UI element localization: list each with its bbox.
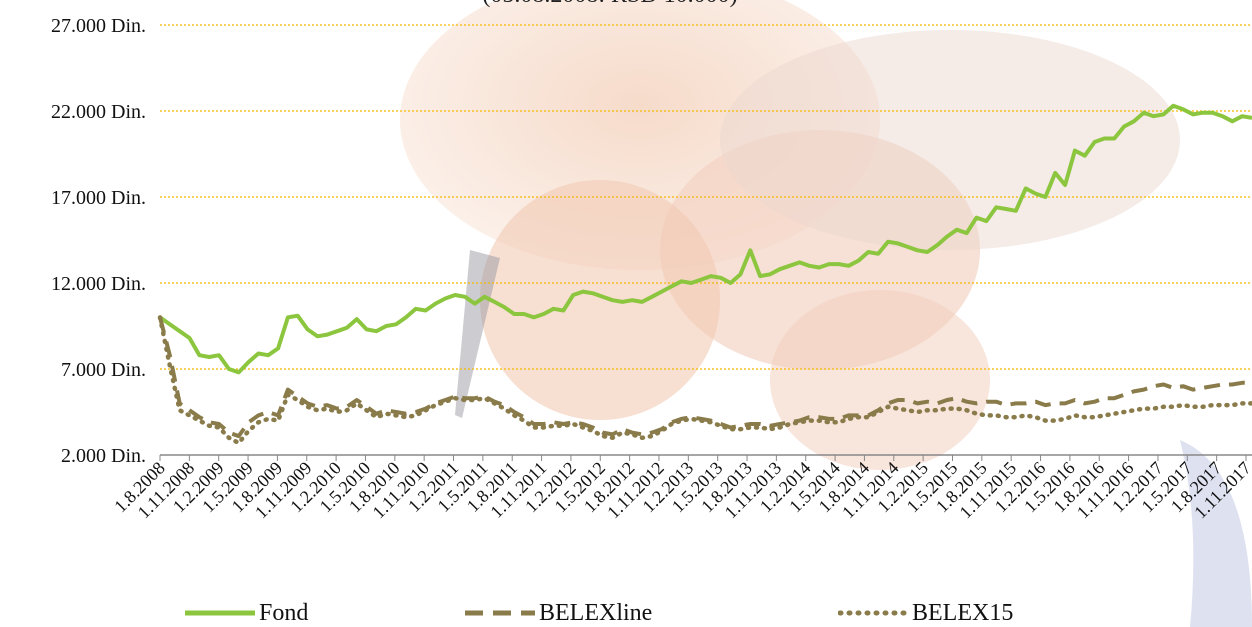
legend-item-belex15: BELEX15 [838, 598, 1013, 627]
y-tick-label: 7.000 Din. [61, 359, 146, 381]
legend-label-belexline: BELEXline [539, 600, 653, 626]
legend: Fond BELEXline BELEX15 [0, 598, 1252, 627]
y-tick-label: 17.000 Din. [51, 187, 146, 209]
legend-item-fond: Fond [185, 598, 308, 627]
x-axis-tick-labels: 1.8.20081.11.20081.2.20091.5.20091.8.200… [110, 458, 1252, 523]
y-axis-tick-labels: 2.000 Din. 7.000 Din. 12.000 Din. 17.000 Di… [51, 15, 146, 467]
y-tick-label: 12.000 Din. [51, 273, 146, 295]
legend-swatch-belex15 [838, 610, 908, 616]
y-tick-label: 2.000 Din. [61, 445, 146, 467]
legend-label-belex15: BELEX15 [912, 600, 1014, 626]
chart-title: (05.08.2008: RSD 10.000) [380, 0, 840, 9]
gridlines [160, 24, 1252, 370]
y-tick-label: 27.000 Din. [51, 15, 146, 37]
series-line-fond [158, 103, 1252, 375]
y-tick-label: 22.000 Din. [51, 101, 146, 123]
series-line-belexline [158, 316, 1252, 439]
legend-label-fond: Fond [259, 600, 309, 626]
legend-swatch-fond [185, 610, 255, 616]
legend-swatch-belexline [465, 610, 535, 616]
series-line-belex15 [157, 315, 1252, 446]
x-axis [159, 454, 1252, 461]
series-lines [157, 103, 1252, 446]
legend-item-belexline: BELEXline [465, 598, 652, 627]
